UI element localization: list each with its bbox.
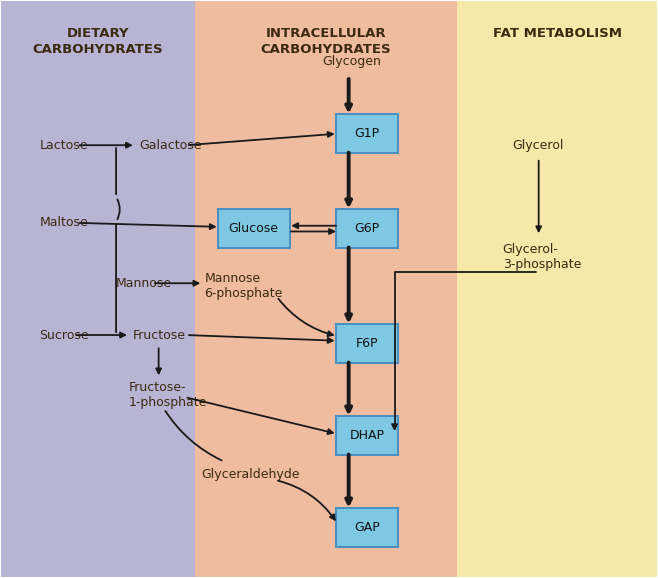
Text: Galactose: Galactose [139, 139, 201, 151]
Text: Glucose: Glucose [228, 222, 278, 235]
Text: DIETARY
CARBOHYDRATES: DIETARY CARBOHYDRATES [32, 27, 163, 56]
Bar [195, 1, 457, 577]
FancyBboxPatch shape [336, 416, 398, 455]
Text: Fructose-
1-phosphate: Fructose- 1-phosphate [129, 381, 207, 409]
Text: Sucrose: Sucrose [39, 328, 89, 342]
Text: Glycerol: Glycerol [513, 139, 564, 151]
Text: Glycogen: Glycogen [322, 55, 382, 68]
FancyBboxPatch shape [336, 114, 398, 153]
Text: F6P: F6P [356, 337, 378, 350]
Bar [1, 1, 195, 577]
Text: FAT METABOLISM: FAT METABOLISM [493, 27, 622, 40]
FancyBboxPatch shape [336, 209, 398, 248]
Bar [457, 1, 657, 577]
Text: Glycerol-
3-phosphate: Glycerol- 3-phosphate [503, 243, 581, 271]
Text: G1P: G1P [355, 127, 380, 140]
Text: Lactose: Lactose [39, 139, 88, 151]
Text: Fructose: Fructose [132, 328, 186, 342]
Text: DHAP: DHAP [349, 429, 384, 442]
Text: Maltose: Maltose [39, 216, 88, 229]
Text: Mannose: Mannose [116, 277, 172, 290]
FancyBboxPatch shape [218, 209, 290, 248]
Text: G6P: G6P [355, 222, 380, 235]
Text: INTRACELLULAR
CARBOHYDRATES: INTRACELLULAR CARBOHYDRATES [261, 27, 391, 56]
Text: Glyceraldehyde: Glyceraldehyde [201, 468, 300, 481]
Text: GAP: GAP [354, 521, 380, 534]
FancyBboxPatch shape [336, 509, 398, 547]
FancyBboxPatch shape [336, 324, 398, 363]
Text: Mannose
6-phosphate: Mannose 6-phosphate [205, 272, 283, 300]
